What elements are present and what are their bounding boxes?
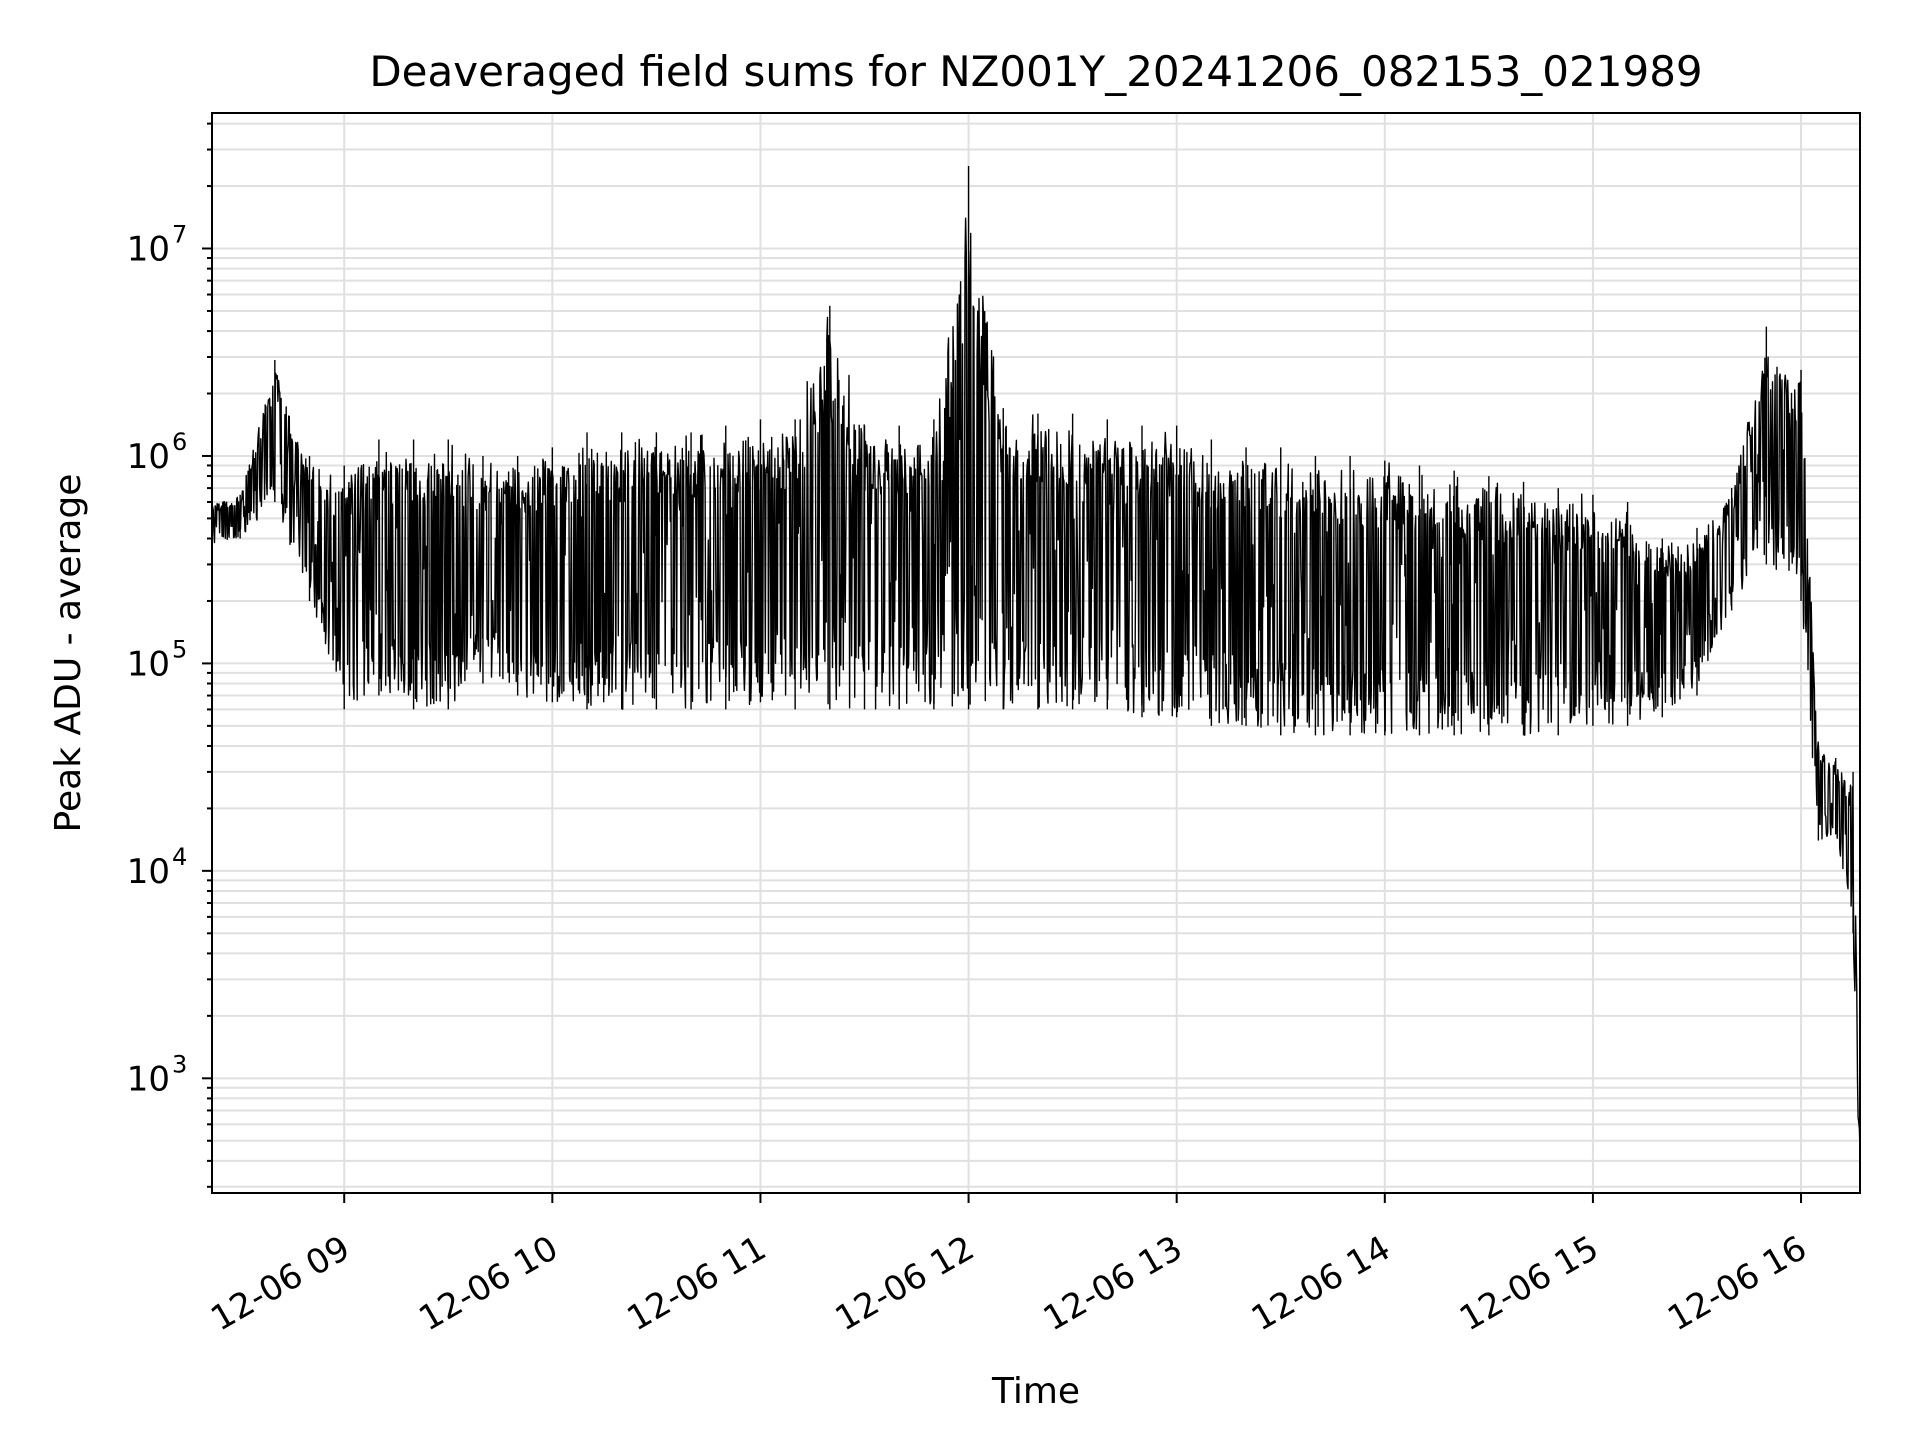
x-tick-label: 12-06 09 <box>204 1228 356 1339</box>
plot-area <box>212 165 1860 1187</box>
x-tick-label: 12-06 14 <box>1245 1228 1397 1339</box>
y-tick-label: 10 <box>127 230 170 270</box>
x-tick-label: 12-06 11 <box>621 1228 773 1339</box>
y-tick-exponent: 3 <box>172 1050 187 1078</box>
x-tick-label: 12-06 13 <box>1037 1228 1189 1339</box>
x-axis: 12-06 09 12-06 10 12-06 11 12-06 12 12-06 13… <box>204 1193 1814 1339</box>
y-axis-label: Peak ADU - average <box>48 474 89 833</box>
x-axis-label: Time <box>991 1371 1080 1412</box>
y-tick-exponent: 5 <box>172 635 187 663</box>
x-tick-label: 12-06 10 <box>412 1228 564 1339</box>
series-line <box>212 217 1860 1152</box>
y-tick-label: 10 <box>127 437 170 477</box>
x-tick-label: 12-06 15 <box>1453 1228 1605 1339</box>
chart-title: Deaveraged field sums for NZ001Y_2024120… <box>369 47 1702 96</box>
y-tick-label: 10 <box>127 852 170 892</box>
y-tick-exponent: 6 <box>172 428 187 456</box>
y-tick-label: 10 <box>127 644 170 684</box>
x-tick-label: 12-06 16 <box>1661 1228 1813 1339</box>
y-tick-label: 10 <box>127 1059 170 1099</box>
y-tick-exponent: 7 <box>172 221 187 249</box>
plot-frame <box>211 112 1861 1194</box>
y-tick-exponent: 4 <box>172 843 187 871</box>
x-tick-label: 12-06 12 <box>829 1228 981 1339</box>
